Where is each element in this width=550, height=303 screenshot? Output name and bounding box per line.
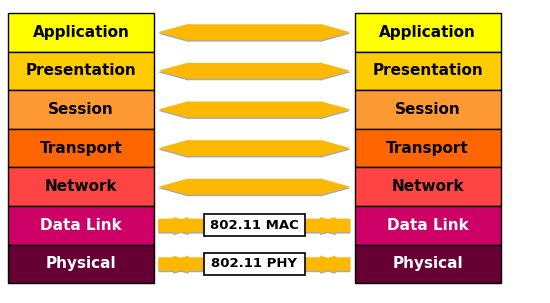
Bar: [355, 90, 500, 129]
Text: Transport: Transport: [40, 141, 123, 156]
Bar: [8, 52, 154, 90]
Bar: [8, 167, 154, 206]
Polygon shape: [158, 24, 350, 41]
Text: Session: Session: [395, 102, 460, 117]
Polygon shape: [158, 256, 204, 272]
Bar: [8, 245, 154, 283]
Polygon shape: [305, 218, 350, 235]
Polygon shape: [305, 257, 350, 274]
Bar: [8, 13, 154, 52]
Polygon shape: [305, 217, 350, 234]
Bar: [355, 13, 500, 52]
Bar: [8, 129, 154, 167]
Polygon shape: [158, 62, 350, 79]
Text: Application: Application: [379, 25, 476, 40]
Text: Presentation: Presentation: [372, 63, 483, 78]
Polygon shape: [158, 103, 350, 119]
Polygon shape: [158, 180, 350, 197]
Polygon shape: [305, 217, 350, 234]
Polygon shape: [158, 178, 350, 195]
Bar: [8, 206, 154, 245]
Polygon shape: [158, 256, 204, 272]
Text: Data Link: Data Link: [387, 218, 469, 233]
Text: 802.11 MAC: 802.11 MAC: [210, 219, 299, 232]
Polygon shape: [158, 217, 204, 234]
Polygon shape: [158, 257, 204, 274]
Polygon shape: [305, 256, 350, 272]
Bar: [355, 245, 500, 283]
Polygon shape: [305, 218, 350, 235]
Bar: [8, 90, 154, 129]
Polygon shape: [158, 25, 350, 42]
Text: Data Link: Data Link: [40, 218, 122, 233]
Polygon shape: [158, 218, 204, 235]
Bar: [204, 253, 305, 275]
Polygon shape: [158, 140, 350, 156]
Bar: [204, 215, 305, 236]
Bar: [355, 52, 500, 90]
Polygon shape: [158, 141, 350, 158]
Polygon shape: [158, 101, 350, 118]
Bar: [355, 129, 500, 167]
Text: Transport: Transport: [386, 141, 469, 156]
Text: Network: Network: [45, 179, 118, 194]
Polygon shape: [305, 256, 350, 272]
Polygon shape: [158, 218, 204, 235]
Polygon shape: [158, 64, 350, 81]
Text: Physical: Physical: [392, 256, 463, 271]
Polygon shape: [158, 257, 204, 274]
Text: Session: Session: [48, 102, 114, 117]
Bar: [355, 167, 500, 206]
Text: 802.11 PHY: 802.11 PHY: [211, 258, 298, 271]
Text: Application: Application: [32, 25, 130, 40]
Text: Network: Network: [391, 179, 464, 194]
Text: Physical: Physical: [46, 256, 117, 271]
Bar: [355, 206, 500, 245]
Polygon shape: [158, 217, 204, 234]
Polygon shape: [305, 257, 350, 274]
Text: Presentation: Presentation: [26, 63, 136, 78]
